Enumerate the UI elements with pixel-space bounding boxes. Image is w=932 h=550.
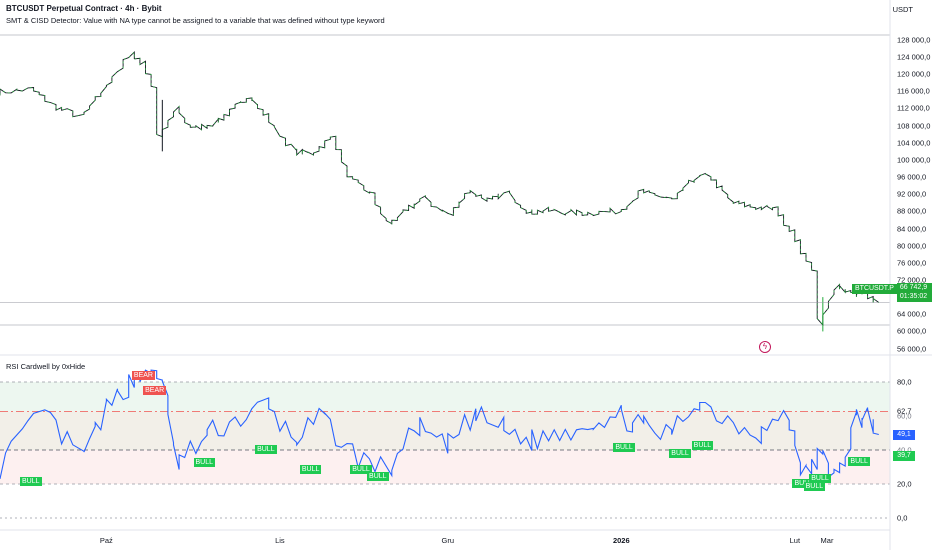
- bear-signal-label: BEAR: [143, 386, 167, 395]
- rsi-tick-label: 62,7: [897, 406, 912, 416]
- time-tick-label: Paź: [99, 536, 113, 545]
- rsi-line: [0, 369, 879, 480]
- time-tick-label: Lis: [275, 536, 285, 545]
- bull-signal-label: BULL: [613, 443, 635, 452]
- price-tick-label: 88 000,0: [897, 206, 927, 216]
- price-tick-label: 120 000,0: [897, 69, 931, 79]
- bull-signal-label: BULL: [255, 445, 277, 454]
- price-tick-label: 116 000,0: [897, 86, 930, 96]
- price-pane: [0, 34, 890, 332]
- bull-signal-label: BULL: [691, 441, 714, 450]
- bull-signal-label: BULL: [299, 465, 322, 474]
- last-price-tag: BTCUSDT.P 66 742,9 01:35:02: [852, 283, 932, 302]
- price-tick-label: 84 000,0: [897, 224, 927, 234]
- price-tick-label: 80 000,0: [897, 241, 927, 251]
- price-tick-label: 64 000,0: [897, 309, 927, 319]
- rsi-pane: [0, 369, 890, 519]
- bull-signal-label: BULL: [803, 482, 826, 491]
- rsi-tick-label: 20,0: [897, 479, 912, 489]
- rsi-tick-label: 0,0: [897, 513, 908, 523]
- price-up-candles: [0, 51, 880, 326]
- time-tick-label: 2026: [612, 536, 630, 545]
- bull-signal-label: BULL: [350, 465, 372, 474]
- symbol-tag: BTCUSDT.P: [852, 284, 897, 294]
- rsi-current-tag: 49,1: [893, 430, 915, 440]
- bear-signal-label: BEAR: [131, 371, 155, 380]
- price-tick-label: 112 000,0: [897, 103, 930, 113]
- bull-signal-label: BULL: [367, 472, 389, 481]
- price-line: [0, 51, 880, 327]
- bar-countdown: 01:35:02: [899, 293, 928, 300]
- rsi-tick-label: 80,0: [897, 377, 912, 387]
- bull-signal-label: BULL: [669, 449, 691, 458]
- bull-signal-label: BULL: [193, 458, 216, 467]
- price-tick-label: 72 000,0: [897, 275, 927, 285]
- price-value-box: 66 742,9 01:35:02: [896, 283, 932, 302]
- rsi-signal-tag: 39,7: [893, 451, 915, 461]
- price-tick-label: 56 000,0: [897, 344, 927, 354]
- oversold-zone: [0, 450, 890, 484]
- bull-signal-label: BULL: [809, 474, 831, 483]
- price-tick-label: 124 000,0: [897, 52, 931, 62]
- price-tick-label: 92 000,0: [897, 189, 927, 199]
- time-tick-label: Gru: [441, 536, 455, 545]
- price-tick-label: 60 000,0: [897, 326, 927, 336]
- bull-signal-label: BULL: [19, 477, 42, 486]
- currency-label[interactable]: USDT: [892, 5, 913, 14]
- lightning-icon[interactable]: ϟ: [759, 341, 771, 353]
- rsi-tick-label: 40,0: [897, 445, 912, 455]
- bull-signal-label: BULL: [848, 457, 870, 466]
- rsi-tick-label: 60,0: [897, 411, 912, 421]
- price-tick-label: 76 000,0: [897, 258, 927, 268]
- time-tick-label: Mar: [820, 536, 834, 545]
- price-tick-label: 108 000,0: [897, 121, 931, 131]
- price-tick-label: 128 000,0: [897, 35, 931, 45]
- bull-signal-label: BULL: [792, 479, 814, 488]
- indicator-error-message: SMT & CISD Detector: Value with NA type …: [6, 16, 385, 25]
- last-price: 66 742,9: [899, 284, 928, 291]
- time-tick-label: Lut: [789, 536, 801, 545]
- price-tick-label: 100 000,0: [897, 155, 931, 165]
- rsi-indicator-title[interactable]: RSI Cardwell by 0xHide: [6, 362, 86, 371]
- price-tick-label: 96 000,0: [897, 172, 927, 182]
- chart-title: BTCUSDT Perpetual Contract · 4h · Bybit: [6, 4, 162, 13]
- price-tick-label: 104 000,0: [897, 138, 931, 148]
